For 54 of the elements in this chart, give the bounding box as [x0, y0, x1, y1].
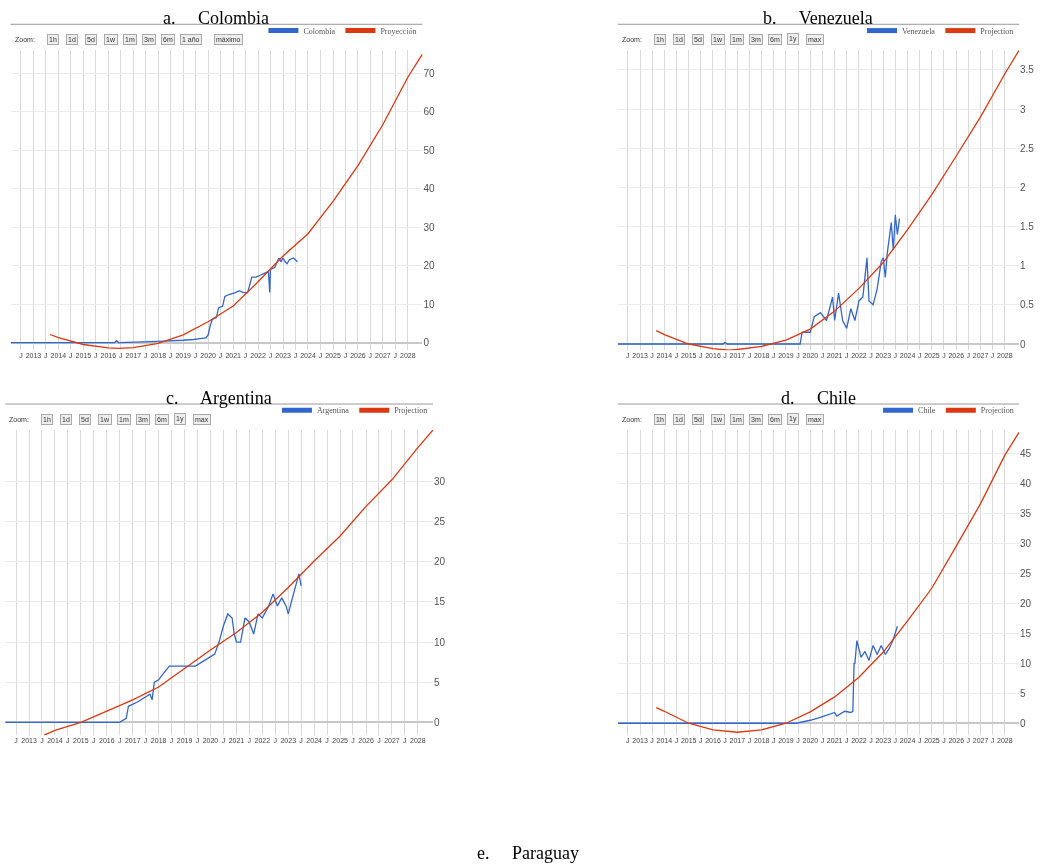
y-tick-label: 20 [433, 556, 446, 568]
y-tick-label: 45 [1020, 448, 1032, 460]
y-tick-label: 2 [1020, 181, 1027, 193]
legend-label: Chile [918, 406, 936, 416]
y-tick-label: 1.5 [1020, 221, 1035, 233]
legend-label: Projection [394, 406, 428, 416]
line-series [43, 430, 433, 736]
y-tick-label: 30 [433, 475, 446, 487]
y-tick-label: 10 [1020, 657, 1032, 669]
y-tick-label: 2.5 [1020, 142, 1035, 154]
y-tick-label: 3.5 [1020, 64, 1035, 76]
y-tick-label: 20 [423, 260, 435, 272]
y-tick-label: 40 [1020, 478, 1032, 490]
y-tick-label: 0 [433, 716, 440, 728]
y-tick-label: 25 [1020, 568, 1032, 580]
y-tick-label: 0.5 [1020, 299, 1035, 311]
y-tick-label: 10 [433, 636, 446, 648]
y-tick-label: 3 [1020, 103, 1027, 115]
y-tick-label: 25 [433, 516, 446, 528]
legend-label: Argentina [316, 406, 350, 416]
y-tick-label: 5 [1020, 687, 1027, 699]
y-tick-label: 30 [423, 221, 435, 233]
legend-label: Colombia [303, 26, 336, 36]
line-series [10, 257, 299, 344]
y-tick-label: 50 [423, 144, 435, 156]
y-tick-label: 0 [1020, 338, 1027, 350]
chart-title: d. Chile [781, 388, 857, 408]
chart-title: c. Argentina [166, 388, 272, 408]
chart-title: a. Colombia [163, 8, 269, 28]
line-series [655, 431, 1020, 733]
y-tick-label: 0 [1020, 717, 1027, 729]
legend-label: Venezuela [902, 26, 936, 36]
y-tick-label: 20 [1020, 598, 1032, 610]
y-tick-label: 15 [1020, 627, 1032, 639]
chart-title: b. Venezuela [763, 8, 873, 28]
y-tick-label: 15 [433, 596, 446, 608]
y-tick-label: 30 [1020, 538, 1032, 550]
y-tick-label: 10 [423, 298, 435, 310]
y-tick-label: 5 [433, 676, 440, 688]
line-series [655, 50, 1020, 351]
line-series [49, 53, 423, 349]
y-tick-label: 0 [423, 337, 430, 349]
y-tick-label: 70 [423, 67, 435, 79]
y-tick-label: 35 [1020, 508, 1032, 520]
text: e. Paraguay [477, 843, 579, 863]
y-tick-label: 40 [423, 183, 435, 195]
y-tick-label: 60 [423, 106, 435, 118]
y-tick-label: 1 [1020, 260, 1027, 272]
legend-label: Projection [980, 406, 1014, 416]
line-series [617, 625, 899, 724]
line-series [617, 214, 901, 345]
line-series [5, 573, 302, 724]
legend-label: Projection [980, 26, 1014, 36]
legend-label: Proyección [380, 26, 417, 36]
